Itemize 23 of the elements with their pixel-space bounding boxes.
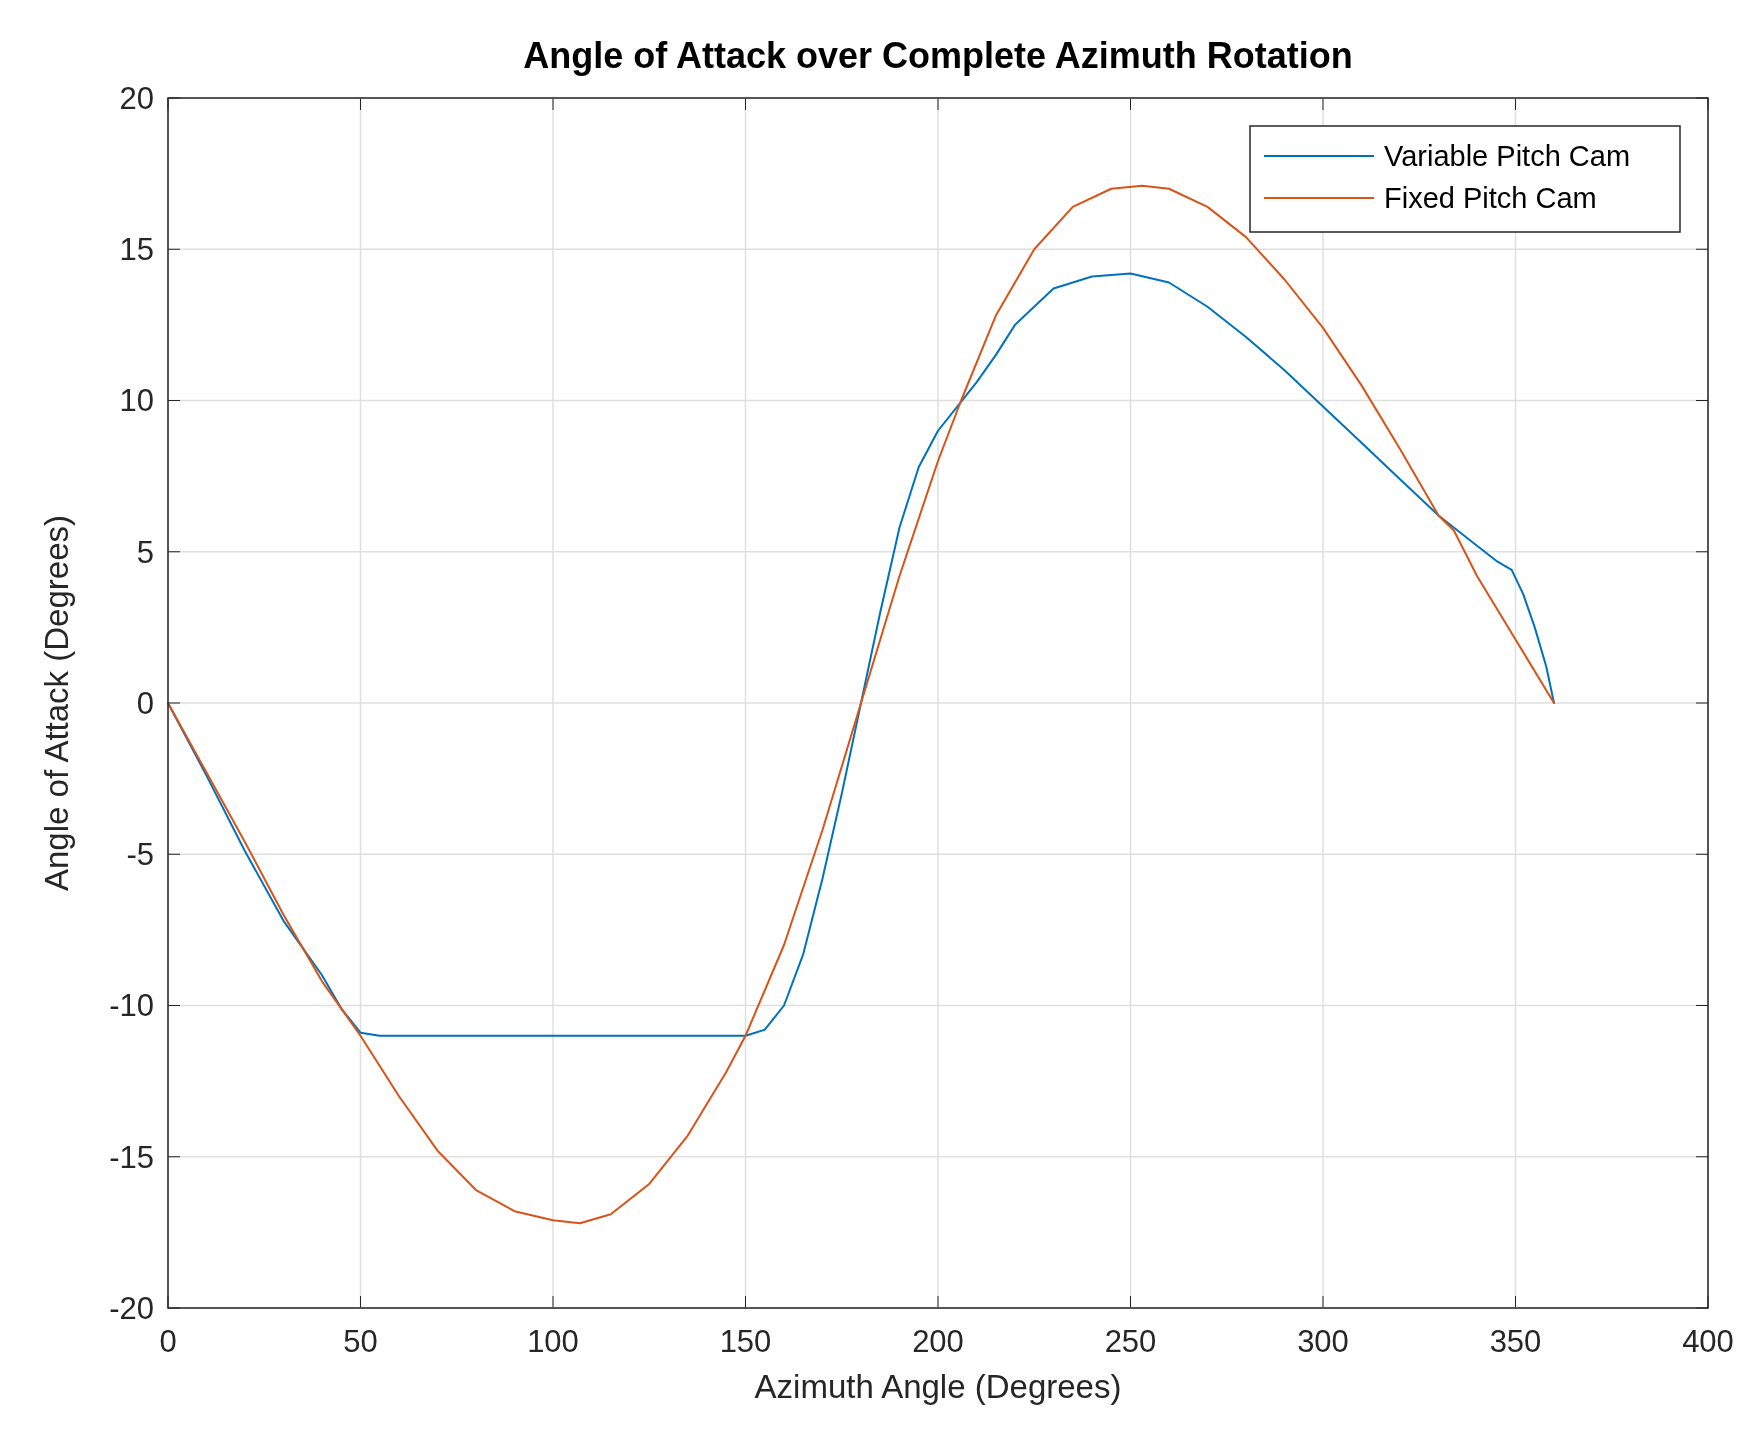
x-tick-label: 350 (1489, 1324, 1542, 1359)
x-axis-title: Azimuth Angle (Degrees) (754, 1368, 1122, 1405)
y-tick-label: -5 (126, 837, 154, 873)
x-tick-label: 400 (1682, 1324, 1734, 1359)
y-tick-label: -15 (109, 1139, 154, 1175)
x-tick-label: 250 (1104, 1324, 1157, 1359)
y-tick-label: 5 (136, 534, 154, 570)
x-tick-label: 200 (912, 1324, 964, 1359)
x-tick-label: 50 (343, 1324, 378, 1359)
x-tick-label: 300 (1297, 1324, 1349, 1359)
y-tick-label: -10 (109, 988, 154, 1024)
x-tick-label: 100 (527, 1324, 579, 1359)
x-tick-label: 150 (719, 1324, 772, 1359)
y-tick-label: 0 (136, 685, 154, 721)
y-tick-label: 10 (119, 383, 154, 419)
legend-label: Fixed Pitch Cam (1384, 182, 1597, 215)
legend-label: Variable Pitch Cam (1384, 140, 1631, 173)
x-tick-label: 0 (159, 1324, 177, 1359)
y-tick-label: 20 (119, 80, 154, 116)
y-tick-label: -20 (109, 1290, 154, 1326)
y-tick-label: 15 (119, 232, 154, 268)
chart-title: Angle of Attack over Complete Azimuth Rotation (523, 35, 1353, 76)
y-axis-title: Angle of Attack (Degrees) (38, 514, 75, 892)
